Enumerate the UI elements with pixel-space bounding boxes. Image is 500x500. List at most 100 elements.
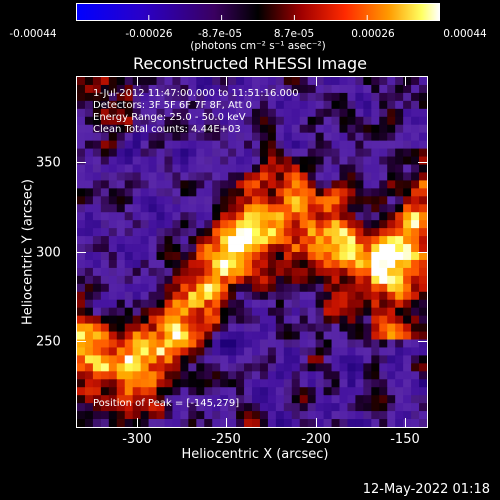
heatmap-cell bbox=[355, 228, 364, 237]
heatmap-cell bbox=[395, 108, 404, 118]
heatmap-cell bbox=[363, 315, 372, 324]
heatmap-cell bbox=[339, 315, 348, 324]
heatmap-cell bbox=[164, 355, 173, 364]
heatmap-cell bbox=[180, 77, 189, 86]
heatmap-cell bbox=[180, 275, 189, 285]
heatmap-cell bbox=[252, 236, 261, 245]
heatmap-cell bbox=[124, 204, 134, 213]
heatmap-cell bbox=[267, 355, 277, 364]
heatmap-cell bbox=[299, 188, 309, 197]
heatmap-cell bbox=[228, 156, 237, 165]
heatmap-cell bbox=[291, 132, 301, 142]
heatmap-cell bbox=[156, 124, 165, 134]
heatmap-cell bbox=[283, 244, 293, 253]
heatmap-cell bbox=[403, 228, 412, 237]
heatmap-cell bbox=[283, 148, 293, 157]
heatmap-cell bbox=[363, 339, 372, 348]
heatmap-cell bbox=[180, 387, 189, 396]
heatmap-cell bbox=[148, 259, 157, 269]
heatmap-cell bbox=[180, 212, 189, 221]
heatmap-cell bbox=[331, 204, 340, 213]
heatmap-cell bbox=[92, 419, 102, 427]
heatmap-cell bbox=[116, 92, 126, 102]
heatmap-cell bbox=[259, 307, 269, 317]
heatmap-cell bbox=[331, 387, 340, 396]
heatmap-cell bbox=[347, 244, 356, 253]
heatmap-cell bbox=[188, 196, 197, 205]
heatmap-cell bbox=[283, 172, 293, 181]
heatmap-cell bbox=[156, 403, 165, 412]
heatmap-cell bbox=[100, 299, 110, 309]
heatmap-cell bbox=[164, 204, 173, 213]
heatmap-cell bbox=[307, 267, 317, 277]
heatmap-cell bbox=[212, 331, 221, 340]
heatmap-cell bbox=[180, 252, 189, 261]
heatmap-cell bbox=[315, 204, 324, 213]
heatmap-cell bbox=[331, 156, 340, 165]
heatmap-cell bbox=[347, 339, 356, 348]
heatmap-cell bbox=[204, 331, 213, 340]
heatmap-cell bbox=[188, 204, 197, 213]
heatmap-cell bbox=[395, 395, 404, 404]
heatmap-cell bbox=[228, 204, 237, 213]
heatmap-cell bbox=[108, 419, 118, 427]
heatmap-cell bbox=[124, 395, 134, 404]
heatmap-cell bbox=[283, 84, 293, 94]
heatmap-cell bbox=[156, 259, 165, 269]
heatmap-cell bbox=[148, 283, 157, 293]
heatmap-cell bbox=[347, 331, 356, 340]
heatmap-cell bbox=[220, 196, 229, 205]
heatmap-cell bbox=[156, 267, 165, 277]
heatmap-cell bbox=[204, 387, 213, 396]
heatmap-cell bbox=[395, 92, 404, 102]
heatmap-cell bbox=[267, 315, 277, 324]
heatmap-cell bbox=[77, 419, 86, 427]
heatmap-cell bbox=[299, 156, 309, 165]
heatmap-cell bbox=[188, 419, 197, 427]
heatmap-cell bbox=[116, 323, 126, 332]
heatmap-cell bbox=[156, 100, 165, 110]
heatmap-cell bbox=[180, 371, 189, 380]
heatmap-cell bbox=[180, 236, 189, 245]
heatmap-cell bbox=[363, 355, 372, 364]
heatmap-cell bbox=[124, 132, 134, 142]
heatmap-cell bbox=[307, 363, 317, 372]
heatmap-cell bbox=[379, 164, 388, 173]
heatmap-cell bbox=[196, 196, 205, 205]
heatmap-cell bbox=[212, 252, 221, 261]
heatmap-cell bbox=[244, 77, 253, 86]
heatmap-cell bbox=[124, 283, 134, 293]
heatmap-cell bbox=[379, 323, 388, 332]
heatmap-cell bbox=[275, 92, 285, 102]
heatmap-cell bbox=[212, 283, 221, 293]
heatmap-cell bbox=[204, 355, 213, 364]
heatmap-cell bbox=[204, 275, 213, 285]
heatmap-cell bbox=[323, 259, 332, 269]
heatmap-cell bbox=[180, 124, 189, 134]
heatmap-cell bbox=[100, 355, 110, 364]
heatmap-cell bbox=[164, 315, 173, 324]
heatmap-cell bbox=[196, 395, 205, 404]
heatmap-cell bbox=[252, 411, 261, 420]
heatmap-cell bbox=[84, 307, 94, 317]
heatmap-cell bbox=[259, 347, 269, 356]
heatmap-cell bbox=[339, 419, 348, 427]
heatmap-cell bbox=[252, 387, 261, 396]
heatmap-cell bbox=[188, 244, 197, 253]
heatmap-cell bbox=[204, 411, 213, 420]
heatmap-cell bbox=[323, 188, 332, 197]
heatmap-cell bbox=[220, 132, 229, 142]
heatmap-cell bbox=[323, 331, 332, 340]
heatmap-cell bbox=[315, 188, 324, 197]
heatmap-cell bbox=[92, 267, 102, 277]
heatmap-cell bbox=[196, 291, 205, 301]
heatmap-cell bbox=[283, 259, 293, 269]
heatmap-cell bbox=[244, 339, 253, 348]
heatmap-cell bbox=[347, 363, 356, 372]
heatmap-cell bbox=[84, 77, 94, 86]
heatmap-cell bbox=[124, 77, 134, 86]
heatmap-cell bbox=[339, 403, 348, 412]
heatmap-cell bbox=[411, 108, 420, 118]
heatmap-cell bbox=[387, 116, 396, 126]
